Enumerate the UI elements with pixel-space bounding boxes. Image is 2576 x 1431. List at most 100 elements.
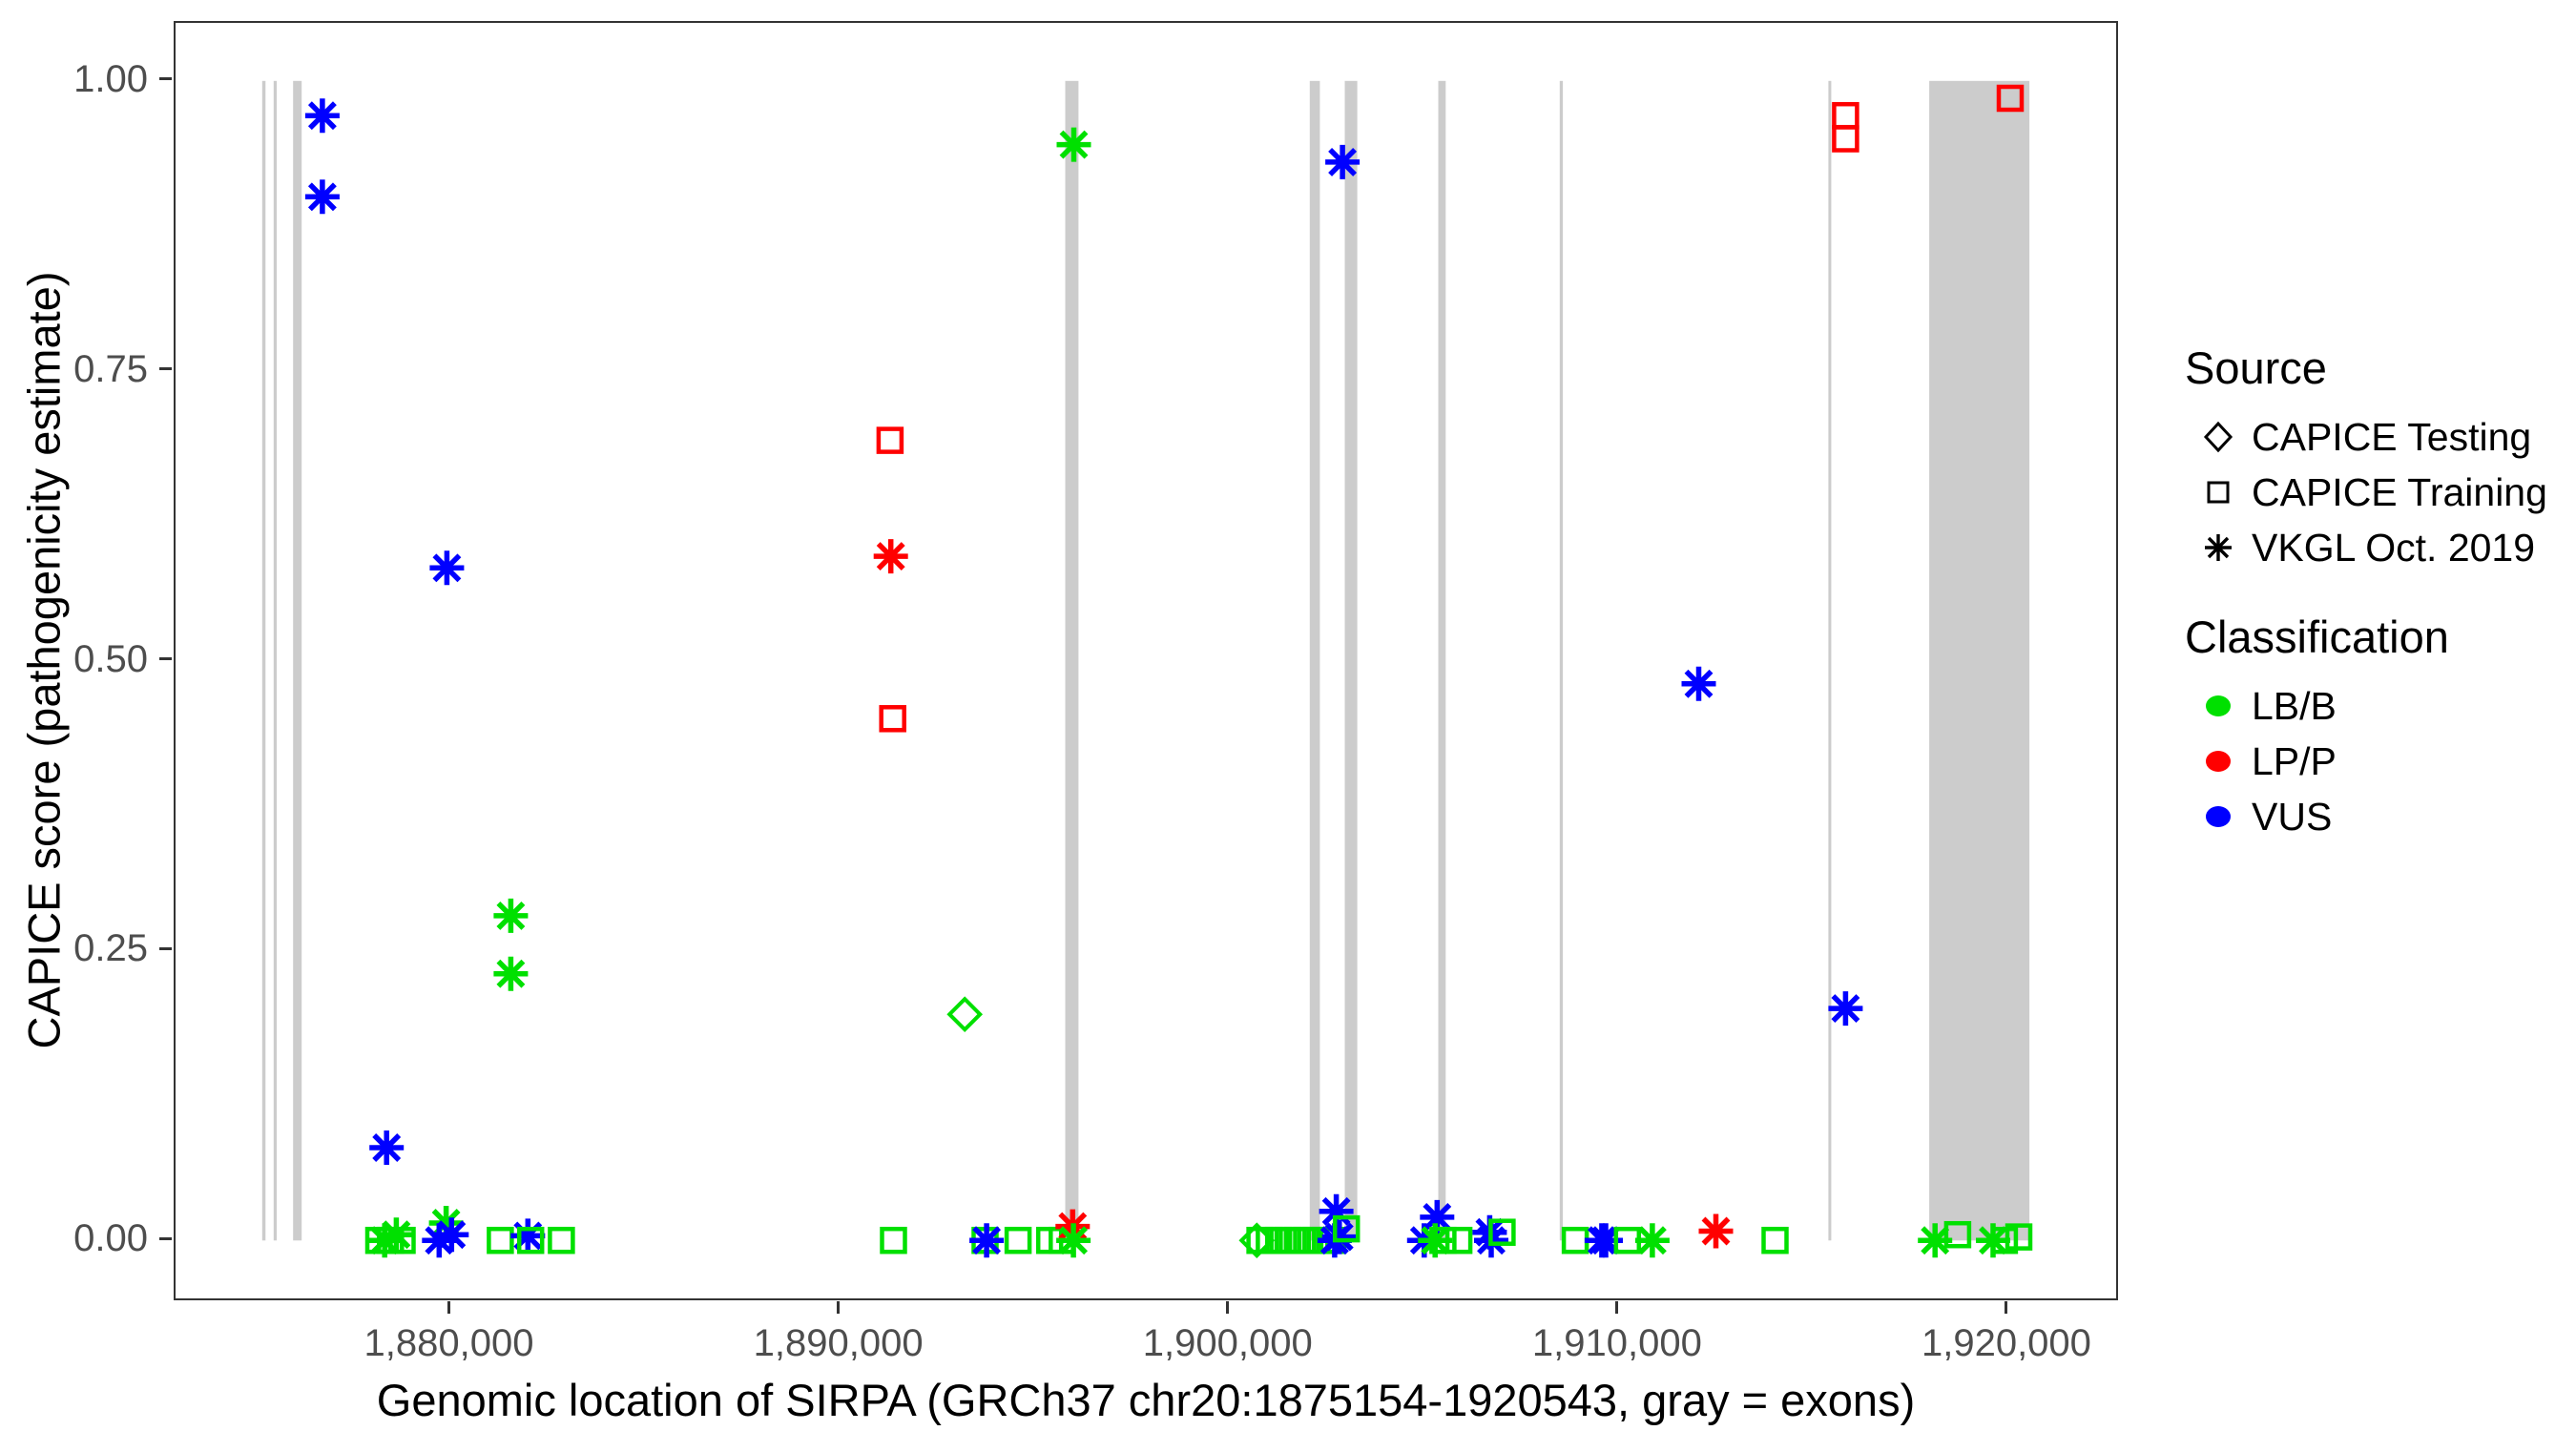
data-point bbox=[880, 1226, 907, 1255]
data-point bbox=[1996, 84, 2025, 113]
data-point bbox=[969, 1223, 1005, 1258]
exon-band bbox=[1344, 80, 1358, 1241]
square-icon bbox=[2185, 471, 2252, 513]
data-point bbox=[428, 1206, 464, 1240]
legend-item-vus: VUS bbox=[2185, 789, 2566, 844]
y-tick-mark bbox=[159, 946, 172, 950]
data-point bbox=[304, 179, 340, 215]
data-point bbox=[1321, 1219, 1357, 1255]
data-point bbox=[1589, 1223, 1623, 1258]
exon-band bbox=[273, 80, 278, 1241]
data-point bbox=[487, 1226, 514, 1255]
exon-band bbox=[1309, 80, 1320, 1241]
data-point bbox=[876, 426, 904, 454]
y-tick-label: 1.00 bbox=[73, 57, 148, 100]
exon-band bbox=[1559, 80, 1564, 1241]
x-tick-label: 1,920,000 bbox=[1921, 1322, 2091, 1364]
data-point bbox=[493, 898, 529, 933]
circle-icon bbox=[2185, 685, 2252, 727]
y-tick-label: 0.00 bbox=[73, 1217, 148, 1260]
data-point bbox=[1332, 1214, 1361, 1243]
legend-item-label: VUS bbox=[2252, 794, 2333, 839]
y-tick-label: 0.75 bbox=[73, 347, 148, 390]
data-point bbox=[434, 1217, 469, 1253]
circle-icon bbox=[2185, 740, 2252, 782]
y-tick-mark bbox=[159, 657, 172, 660]
data-point bbox=[367, 1223, 403, 1258]
data-point bbox=[879, 705, 906, 733]
data-point bbox=[548, 1226, 575, 1255]
data-point bbox=[2005, 1223, 2033, 1251]
legend-item-label: LB/B bbox=[2252, 683, 2337, 728]
data-point bbox=[1634, 1223, 1670, 1258]
legend-item-label: CAPICE Training bbox=[2252, 469, 2547, 514]
plot-panel bbox=[174, 21, 2118, 1300]
exon-band bbox=[1438, 80, 1446, 1241]
y-tick-mark bbox=[159, 1236, 172, 1240]
y-tick-mark bbox=[159, 77, 172, 81]
exon-band bbox=[1065, 80, 1079, 1241]
data-point bbox=[1429, 1226, 1457, 1255]
x-tick-label: 1,910,000 bbox=[1531, 1322, 1702, 1364]
data-point bbox=[1056, 1223, 1091, 1258]
legend-item-label: LP/P bbox=[2252, 738, 2337, 783]
diamond-icon bbox=[2185, 416, 2252, 458]
legend-item-capice-training: CAPICE Training bbox=[2185, 465, 2566, 520]
data-point bbox=[493, 956, 529, 991]
x-tick-label: 1,890,000 bbox=[753, 1322, 924, 1364]
data-point bbox=[1832, 101, 1859, 130]
data-point bbox=[1004, 1226, 1032, 1255]
data-point bbox=[1444, 1226, 1473, 1255]
legend-item-vkgl: VKGL Oct. 2019 bbox=[2185, 520, 2566, 575]
data-point bbox=[304, 98, 340, 134]
legend-title-classification: Classification bbox=[2185, 612, 2449, 662]
data-point bbox=[1990, 1226, 2019, 1255]
x-tick-mark bbox=[2005, 1301, 2008, 1314]
plot-svg bbox=[261, 80, 2033, 1259]
legend-item-lpp: LP/P bbox=[2185, 734, 2566, 789]
exon-band bbox=[293, 80, 302, 1241]
y-tick-mark bbox=[159, 367, 172, 371]
data-point bbox=[1698, 1213, 1734, 1249]
data-point bbox=[1761, 1226, 1789, 1255]
data-point bbox=[1828, 991, 1863, 1027]
asterisk-icon bbox=[2185, 527, 2252, 569]
circle-icon bbox=[2185, 796, 2252, 838]
data-point bbox=[1681, 666, 1716, 701]
legend-source: Source CAPICE Testing CAPICE Training VK… bbox=[2185, 342, 2566, 575]
x-axis-title: Genomic location of SIRPA (GRCh37 chr20:… bbox=[376, 1375, 1916, 1425]
data-point bbox=[873, 539, 908, 574]
data-point bbox=[1832, 125, 1859, 153]
exon-band bbox=[1828, 80, 1832, 1241]
exon-band bbox=[1929, 80, 2030, 1241]
data-point bbox=[388, 1226, 416, 1255]
legend-title-source: Source bbox=[2185, 342, 2327, 393]
x-tick-label: 1,900,000 bbox=[1142, 1322, 1313, 1364]
data-point bbox=[1319, 1193, 1354, 1229]
legend-item-lbb: LB/B bbox=[2185, 678, 2566, 734]
data-point bbox=[1918, 1223, 1953, 1258]
data-point bbox=[1418, 1223, 1453, 1258]
x-tick-mark bbox=[837, 1301, 841, 1314]
data-point bbox=[1325, 144, 1361, 179]
data-point bbox=[1488, 1218, 1516, 1246]
data-point bbox=[1943, 1220, 1972, 1249]
data-point bbox=[422, 1223, 457, 1258]
exon-band bbox=[261, 80, 266, 1241]
data-point bbox=[516, 1226, 545, 1255]
data-point bbox=[1056, 127, 1091, 162]
data-point bbox=[1561, 1226, 1589, 1255]
legend-item-label: CAPICE Testing bbox=[2252, 414, 2532, 459]
data-point bbox=[946, 996, 984, 1033]
data-point bbox=[1420, 1199, 1455, 1234]
x-tick-mark bbox=[1226, 1301, 1230, 1314]
y-tick-label: 0.25 bbox=[73, 927, 148, 970]
x-tick-label: 1,880,000 bbox=[364, 1322, 534, 1364]
x-tick-mark bbox=[1615, 1301, 1619, 1314]
y-tick-label: 0.50 bbox=[73, 637, 148, 680]
legend-classification: Classification LB/B LP/P VUS bbox=[2185, 611, 2566, 844]
legend-item-label: VKGL Oct. 2019 bbox=[2252, 525, 2536, 570]
data-point bbox=[429, 550, 465, 586]
data-point bbox=[369, 1130, 405, 1165]
